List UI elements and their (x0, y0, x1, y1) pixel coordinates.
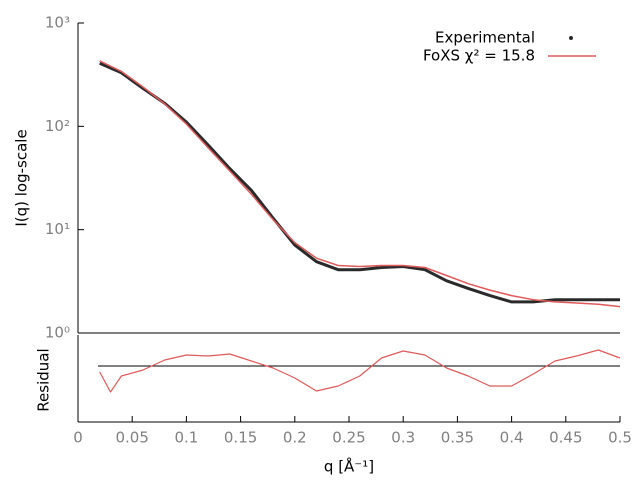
y-tick-label: 10¹ (45, 220, 70, 238)
y-tick-label: 10⁰ (45, 324, 70, 342)
x-tick-label: 0.15 (224, 429, 257, 447)
legend-label: FoXS χ² = 15.8 (423, 47, 535, 65)
x-axis-label: q [Å⁻¹] (324, 457, 374, 476)
x-tick-label: 0.3 (391, 429, 415, 447)
x-tick-label: 0.5 (608, 429, 632, 447)
series-line (99, 60, 621, 308)
series-line (99, 61, 620, 304)
y-axis-label: I(q) log-scale (13, 129, 31, 226)
residual-axis-label: Residual (35, 348, 53, 411)
x-tick-label: 0 (73, 429, 83, 447)
x-tick-label: 0.4 (500, 429, 524, 447)
x-tick-label: 0.45 (549, 429, 582, 447)
x-tick-label: 0.1 (174, 429, 198, 447)
x-tick-label: 0.2 (283, 429, 307, 447)
x-tick-label: 0.25 (332, 429, 365, 447)
y-tick-label: 10³ (45, 14, 70, 32)
x-tick-label: 0.05 (115, 429, 148, 447)
y-tick-label: 10² (45, 117, 70, 135)
legend-marker (569, 36, 573, 40)
x-tick-label: 0.35 (441, 429, 474, 447)
series-line (99, 349, 621, 393)
legend-label: Experimental (435, 29, 535, 47)
